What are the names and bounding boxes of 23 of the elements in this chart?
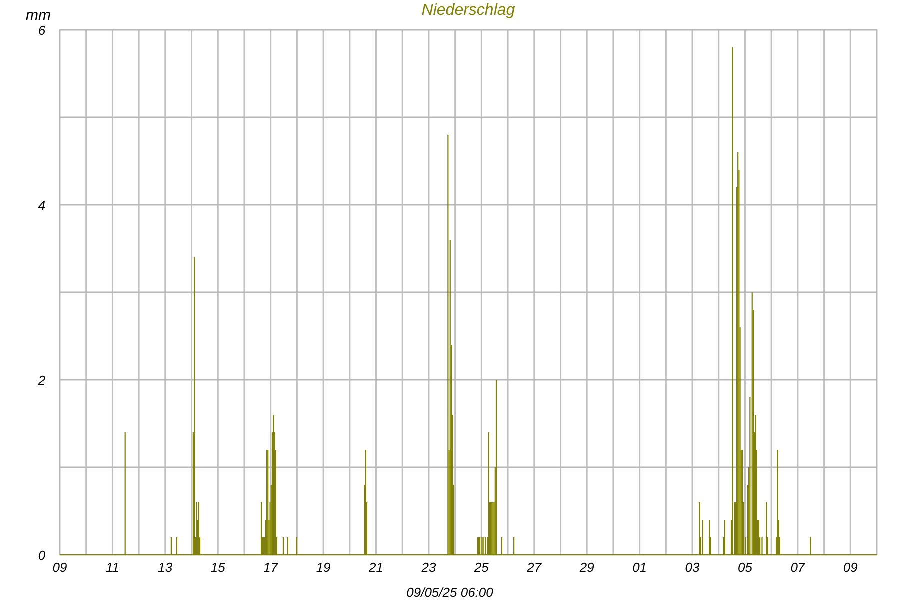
x-tick-label: 09 xyxy=(52,560,68,575)
y-axis-title: mm xyxy=(26,7,51,24)
y-tick-label: 2 xyxy=(37,373,46,388)
x-tick-label: 09 xyxy=(843,560,858,575)
x-tick-label: 15 xyxy=(210,560,226,575)
y-tick-label: 0 xyxy=(38,548,46,563)
x-tick-label: 27 xyxy=(526,560,542,575)
x-tick-label: 17 xyxy=(264,560,279,575)
x-tick-label: 25 xyxy=(473,560,490,575)
x-tick-label: 05 xyxy=(738,560,754,575)
x-tick-label: 19 xyxy=(316,560,331,575)
x-tick-label: 07 xyxy=(790,560,806,575)
x-tick-label: 21 xyxy=(368,560,384,575)
x-tick-label: 03 xyxy=(685,560,701,575)
x-tick-label: 01 xyxy=(632,560,648,575)
x-tick-label: 11 xyxy=(106,560,120,575)
x-tick-label: 13 xyxy=(158,560,174,575)
x-tick-label: 29 xyxy=(578,560,594,575)
chart-title: Niederschlag xyxy=(422,2,516,19)
y-tick-label: 6 xyxy=(38,23,46,38)
y-tick-label: 4 xyxy=(38,198,46,213)
x-tick-label: 23 xyxy=(420,560,437,575)
text: 09/05/25 06:00 xyxy=(406,585,494,600)
